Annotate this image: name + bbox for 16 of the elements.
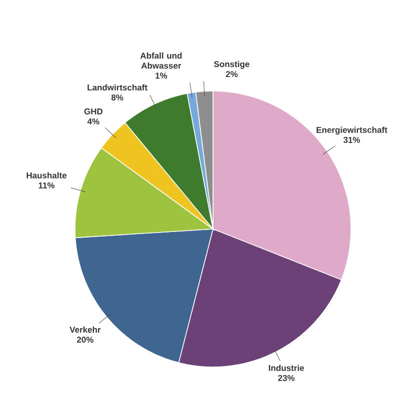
data-label: 8% xyxy=(111,94,124,100)
slice-label: Haushalte xyxy=(26,172,67,178)
data-label: 4% xyxy=(87,118,100,124)
slice-label: Landwirtschaft xyxy=(88,84,148,90)
slice-label: GHD xyxy=(84,108,102,114)
slice-label: Abfall und Abwasser xyxy=(140,52,182,69)
slice-label: Industrie xyxy=(268,364,304,371)
data-label: 2% xyxy=(226,71,238,78)
slice-label: Verkehr xyxy=(70,326,101,333)
data-label: 11% xyxy=(38,182,55,188)
data-label: 1% xyxy=(156,72,168,79)
slice-label: Energiewirtschaft xyxy=(316,126,388,135)
data-label: 23% xyxy=(278,374,295,381)
slice-label: Sonstige xyxy=(214,60,250,69)
data-label: 31% xyxy=(343,136,360,143)
data-label: 20% xyxy=(76,336,94,343)
